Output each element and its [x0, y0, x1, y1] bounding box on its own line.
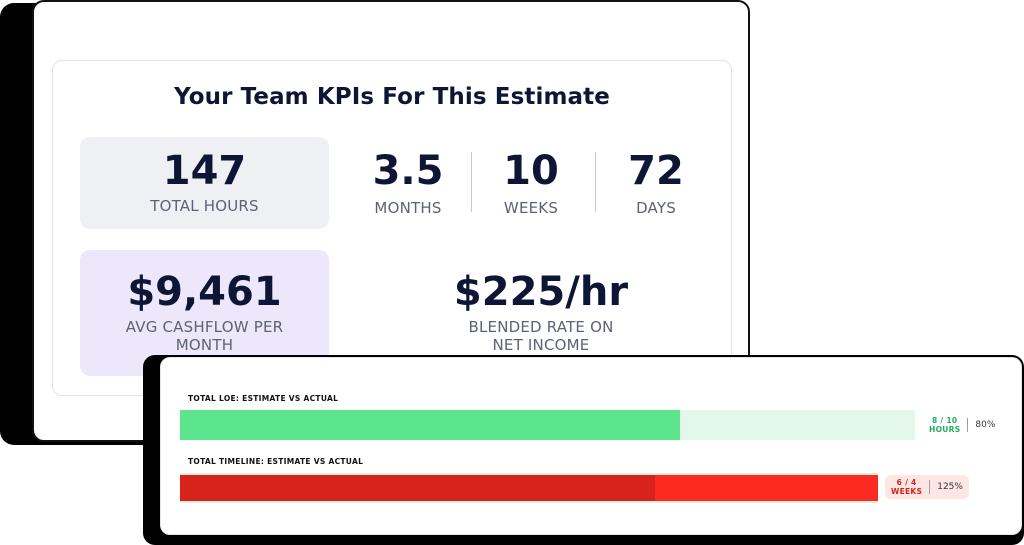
weeks-value: 10 [503, 148, 559, 194]
cashflow-label-line1: AVG CASHFLOW PER [125, 318, 284, 336]
loe-ratio-line1: 8 / 10 [932, 416, 958, 425]
loe-ratio-text: 8 / 10 HOURS [929, 416, 960, 434]
loe-label: TOTAL LOE: ESTIMATE VS ACTUAL [188, 394, 339, 403]
timeline-label: TOTAL TIMELINE: ESTIMATE VS ACTUAL [188, 457, 364, 466]
timeline-percent: 125% [937, 482, 963, 492]
timeline-ratio-text: 6 / 4 WEEKS [891, 478, 922, 496]
timeline-pill-divider [929, 480, 931, 494]
timeline-progress-track [180, 473, 878, 503]
total-hours-value: 147 [162, 148, 247, 194]
timeline-ratio-pill: 6 / 4 WEEKS 125% [885, 475, 969, 499]
rate-value: $225/hr [453, 269, 629, 315]
loe-progress-track [180, 410, 915, 440]
cashflow-label-line2: MONTH [175, 336, 234, 354]
cashflow-value: $9,461 [127, 269, 282, 315]
loe-progress-fill [180, 410, 680, 440]
divider-weeks-days [595, 152, 596, 212]
loe-percent: 80% [975, 420, 996, 430]
loe-ratio-line2: HOURS [929, 425, 961, 434]
weeks-label: WEEKS [503, 199, 559, 217]
months-value: 3.5 [372, 148, 444, 194]
kpi-panel: Your Team KPIs For This Estimate 147 TOT… [52, 60, 732, 396]
timeline-estimate-fill [180, 475, 655, 501]
progress-card: TOTAL LOE: ESTIMATE VS ACTUAL 8 / 10 HOU… [160, 357, 1022, 535]
days-label: DAYS [636, 199, 676, 217]
weeks-stat: 10 WEEKS [483, 149, 579, 217]
days-value: 72 [628, 148, 684, 194]
kpi-title: Your Team KPIs For This Estimate [174, 84, 610, 110]
divider-months-weeks [471, 152, 472, 212]
loe-ratio-pill: 8 / 10 HOURS 80% [923, 413, 1002, 437]
months-label: MONTHS [374, 199, 442, 217]
rate-label-line1: BLENDED RATE ON [468, 318, 614, 336]
total-hours-label: TOTAL HOURS [150, 197, 259, 215]
total-hours-box: 147 TOTAL HOURS [80, 137, 329, 229]
months-stat: 3.5 MONTHS [360, 149, 456, 217]
days-stat: 72 DAYS [608, 149, 704, 217]
timeline-ratio-line1: 6 / 4 [896, 478, 917, 487]
loe-pill-divider [967, 418, 969, 432]
rate-stat: $225/hr BLENDED RATE ON NET INCOME [411, 270, 671, 354]
rate-label-line2: NET INCOME [492, 336, 590, 354]
timeline-ratio-line2: WEEKS [891, 487, 923, 496]
